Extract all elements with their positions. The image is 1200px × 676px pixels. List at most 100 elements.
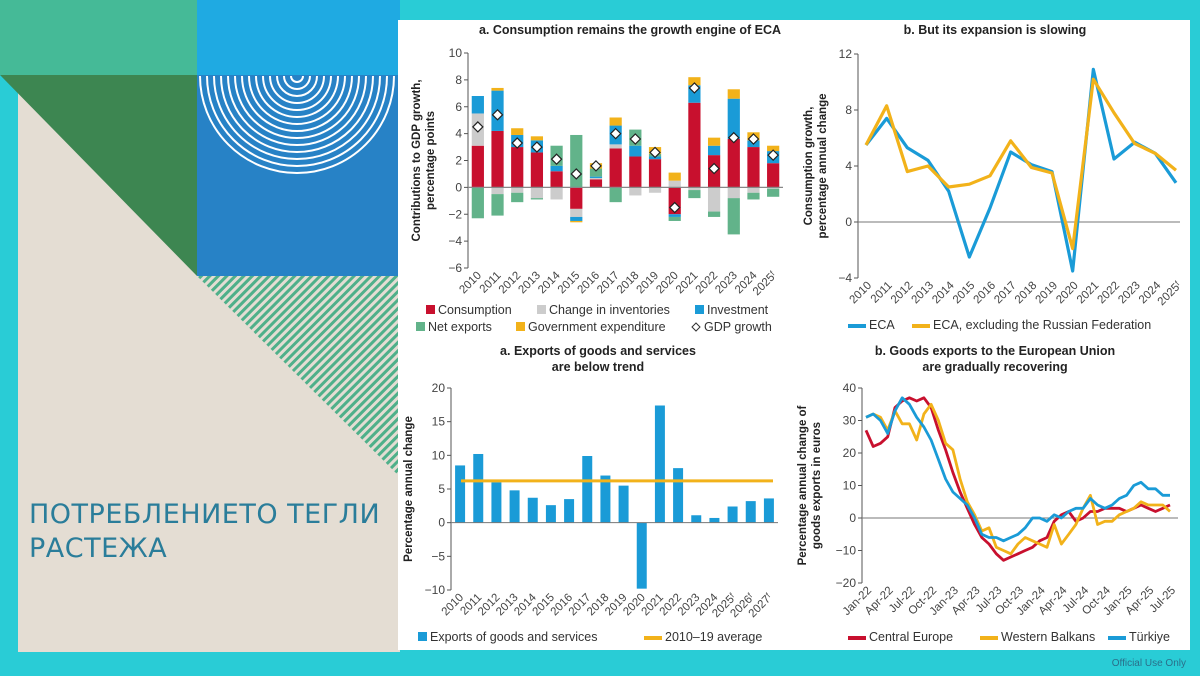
y-axis-label-line: percentage points — [425, 111, 437, 210]
legend-investment-swatch — [695, 305, 704, 314]
y-tick-label: 10 — [843, 479, 857, 493]
bar-segment-investment — [550, 165, 563, 172]
gdp-growth-marker — [688, 82, 701, 94]
y-tick-label: 0 — [455, 180, 462, 194]
x-tick-label: 2016 — [576, 270, 603, 297]
export-bar — [545, 505, 556, 523]
bar-segment-change-in-inventories — [629, 187, 642, 196]
x-tick-label: 2016 — [972, 280, 999, 307]
bar-segment-change-in-inventories — [511, 187, 524, 193]
series-line-central-europe — [864, 396, 1171, 562]
y-tick-label: 10 — [449, 46, 463, 60]
legend-eca-label: ECA — [869, 318, 895, 332]
bar-segment-consumption — [747, 147, 760, 188]
export-bar — [473, 453, 484, 523]
y-axis-label: Percentage annual change — [403, 416, 415, 562]
bar-segment-change-in-inventories — [609, 144, 622, 149]
chart-title: b. But its expansion is slowing — [904, 23, 1087, 37]
bar-segment-consumption — [570, 187, 583, 209]
export-bar — [582, 456, 593, 523]
gdp-growth-marker — [767, 149, 780, 161]
bar-segment-change-in-inventories — [648, 187, 662, 193]
export-bar — [600, 475, 611, 523]
bar-segment-net-exports — [767, 188, 780, 197]
export-bar — [564, 499, 575, 523]
legend-eca-ex-russia-swatch — [912, 324, 930, 328]
bar-segment-government-expenditure — [707, 137, 721, 146]
legend-western-balkans-label: Western Balkans — [1001, 630, 1095, 644]
official-use-label: Official Use Only — [1111, 658, 1186, 669]
bar-segment-investment — [570, 216, 583, 221]
x-tick-label: 2017 — [595, 270, 622, 297]
bar-segment-net-exports — [707, 211, 721, 217]
bar-segment-change-in-inventories — [767, 187, 780, 189]
y-tick-label: −2 — [448, 207, 462, 221]
gdp-growth-marker — [747, 133, 760, 145]
gdp-growth-marker — [570, 168, 583, 180]
bar-segment-net-exports — [471, 187, 484, 219]
export-bar — [745, 501, 756, 523]
export-bar — [527, 497, 538, 523]
export-bar — [491, 482, 502, 523]
export-bar — [709, 517, 720, 523]
y-tick-label: 12 — [839, 47, 853, 61]
bar-segment-consumption — [648, 159, 662, 188]
series-line-eca-excluding-the-russian-federation — [864, 77, 1178, 251]
export-bar — [509, 490, 520, 523]
legend-gdp-growth-swatch — [691, 322, 701, 332]
legend-turkiye-label: Türkiye — [1129, 630, 1170, 644]
bar-segment-government-expenditure — [767, 145, 780, 152]
y-axis-label-line: Percentage annual change of — [797, 405, 809, 565]
bar-segment-consumption — [727, 139, 740, 188]
series-line-western-balkans — [865, 402, 1171, 556]
legend-net-exports-label: Net exports — [428, 320, 492, 334]
y-axis-label-line: percentage annual change — [817, 93, 829, 238]
y-tick-label: 0 — [845, 215, 852, 229]
x-tick-label: 2018 — [615, 270, 642, 297]
y-tick-label: 8 — [845, 103, 852, 117]
export-bar — [636, 522, 647, 589]
x-tick-label: 2018 — [1013, 280, 1040, 307]
y-tick-label: 20 — [843, 446, 857, 460]
y-axis-label: Percentage annual change of goods exports… — [797, 405, 823, 565]
export-bar — [727, 506, 738, 523]
bar-segment-investment — [589, 176, 603, 178]
gdp-growth-marker — [531, 141, 543, 153]
x-tick-label: 2012 — [497, 270, 524, 297]
y-tick-label: 8 — [455, 73, 462, 87]
bar-segment-net-exports — [727, 198, 740, 235]
chart-title-line1: a. Exports of goods and services — [500, 344, 696, 358]
chart-title-line1: b. Goods exports to the European Union — [875, 344, 1115, 358]
y-tick-label: 15 — [432, 415, 446, 429]
bar-segment-consumption — [767, 163, 780, 188]
y-tick-label: −6 — [448, 261, 462, 275]
legend-eca-swatch — [848, 324, 866, 328]
green-triangle — [0, 75, 197, 276]
slide-title-line1: ПОТРЕБЛЕНИЕТО ТЕГЛИ — [29, 499, 381, 530]
bar-segment-change-in-inventories — [570, 208, 583, 217]
bar-segment-change-in-inventories — [589, 177, 603, 180]
x-tick-label: 2013 — [516, 270, 543, 297]
bar-segment-change-in-inventories — [491, 187, 504, 195]
x-tick-label: 2015 — [951, 280, 978, 307]
legend-inventories-swatch — [537, 305, 546, 314]
x-tick-label: 2022 — [694, 270, 721, 297]
legend-exports-swatch — [418, 632, 427, 641]
y-tick-label: −5 — [431, 549, 445, 563]
x-tick-label: 2025ᶠ — [1156, 279, 1185, 308]
y-tick-label: −4 — [838, 271, 852, 285]
y-tick-label: 30 — [843, 414, 857, 428]
bar-segment-net-exports — [747, 192, 760, 200]
bar-segment-consumption — [550, 171, 563, 188]
export-bar — [691, 515, 702, 523]
bar-segment-change-in-inventories — [550, 187, 563, 200]
legend-inventories-label: Change in inventories — [549, 303, 670, 317]
y-tick-label: 4 — [845, 159, 852, 173]
bar-segment-investment — [471, 96, 484, 114]
chart-consumption-growth: b. But its expansion is slowing −4 0 4 8 12 Co… — [803, 23, 1184, 332]
y-tick-label: 5 — [438, 482, 445, 496]
y-tick-label: 2 — [455, 154, 462, 168]
y-tick-label: 40 — [843, 381, 857, 395]
mint-block — [0, 0, 197, 75]
legend: Consumption Change in inventories Investme… — [416, 303, 772, 334]
